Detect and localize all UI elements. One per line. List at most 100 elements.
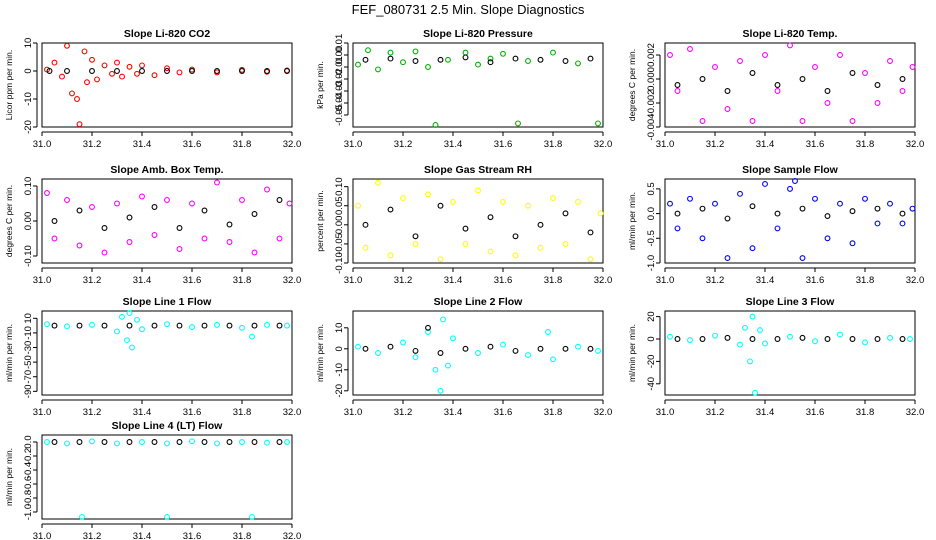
y-tick-label: -1.0 — [23, 504, 34, 520]
average-point — [799, 205, 806, 212]
x-tick-label: 31.2 — [83, 139, 102, 150]
x-tick-label: 32.0 — [906, 139, 925, 150]
average-point — [587, 55, 594, 62]
sample-point — [545, 329, 551, 335]
sample-point — [824, 100, 831, 106]
y-tick-label: -0.10 — [23, 245, 34, 267]
y-tick-label: 0.000 — [646, 67, 657, 91]
x-tick-label: 31.6 — [494, 139, 513, 150]
sample-point — [525, 352, 531, 359]
x-tick-label: 31.0 — [33, 407, 52, 418]
x-tick-label: 31.2 — [83, 407, 102, 418]
chart-panel: Slope Amb. Box Temp. 31.0 31.2 31.4 31.6 31.8… — [4, 164, 301, 286]
sample-point — [787, 333, 793, 340]
x-tick-label: 32.0 — [594, 275, 613, 286]
sample-point — [899, 220, 906, 227]
average-point — [774, 336, 781, 342]
average-point — [362, 56, 369, 63]
average-point — [699, 205, 706, 212]
sample-point — [76, 121, 83, 128]
sample-point — [737, 190, 743, 197]
sample-point — [76, 242, 83, 249]
plot-frame — [41, 310, 293, 396]
x-tick-label: 31.0 — [656, 407, 675, 418]
sample-point — [812, 64, 818, 70]
x-tick-label: 32.0 — [906, 275, 925, 286]
sample-point — [724, 106, 731, 112]
average-point — [201, 439, 208, 445]
sample-point — [752, 389, 758, 396]
y-tick-label: -0.8 — [23, 490, 34, 506]
average-point — [799, 76, 806, 82]
y-axis-label: ml/min per min. — [627, 192, 637, 250]
x-tick-label: 31.4 — [444, 407, 463, 418]
sample-point — [674, 88, 681, 94]
average-point — [674, 336, 681, 342]
sample-point — [425, 329, 431, 335]
sample-point — [44, 439, 50, 445]
plot-frame — [664, 42, 916, 128]
sample-point — [500, 341, 506, 348]
chart-panel: Slope Sample Flow 31.0 31.2 31.4 31.6 31.8 32.… — [627, 164, 924, 286]
y-tick-label: 10 — [23, 38, 34, 49]
sample-point — [749, 118, 756, 124]
sample-point — [412, 48, 419, 55]
average-point — [824, 336, 831, 342]
x-tick-label: 31.8 — [856, 139, 875, 150]
average-point — [462, 345, 469, 352]
x-tick-label: 31.6 — [494, 407, 513, 418]
x-tick-label: 31.6 — [806, 407, 825, 418]
x-tick-label: 31.2 — [83, 531, 102, 540]
chart-title: Slope Li-820 CO2 — [124, 28, 211, 40]
sample-point — [437, 256, 444, 263]
sample-point — [201, 235, 208, 242]
sample-point — [51, 59, 58, 66]
average-point — [487, 214, 494, 221]
sample-point — [849, 240, 856, 247]
sample-point — [667, 333, 673, 340]
average-point — [512, 233, 519, 240]
sample-point — [400, 339, 406, 346]
average-point — [437, 56, 444, 63]
y-tick-label: 0 — [646, 336, 657, 341]
sample-point — [164, 65, 170, 72]
sample-point — [909, 205, 916, 212]
chart-title: Slope Li-820 Temp. — [743, 28, 838, 40]
average-point — [462, 54, 469, 61]
average-point — [824, 88, 831, 94]
x-tick-label: 31.0 — [344, 275, 363, 286]
sample-point — [787, 42, 793, 49]
sample-point — [749, 245, 756, 252]
average-point — [176, 225, 183, 231]
sample-point — [907, 336, 913, 342]
chart-panel: Slope Li-820 Temp. 31.0 31.2 31.4 31.6 31.8 32… — [627, 28, 924, 150]
chart-panel: Slope Line 1 Flow 31.0 31.2 31.4 31.6 31.8 32.… — [4, 296, 301, 418]
sample-point — [51, 235, 58, 242]
sample-point — [74, 96, 80, 102]
chart-title: Slope Line 4 (LT) Flow — [112, 420, 223, 432]
average-point — [537, 345, 544, 352]
sample-point — [214, 321, 220, 328]
average-point — [412, 233, 419, 240]
sample-point — [164, 197, 170, 203]
y-tick-label: -0.5 — [646, 230, 657, 246]
sample-point — [114, 59, 120, 66]
chart-panel: Slope Li-820 CO2 31.0 31.2 31.4 31.6 31.8 32.0… — [4, 28, 301, 150]
sample-point — [119, 313, 125, 320]
average-point — [699, 336, 706, 342]
sample-point — [176, 246, 183, 252]
x-tick-label: 32.0 — [906, 407, 925, 418]
sample-point — [79, 513, 85, 520]
x-tick-label: 31.0 — [344, 407, 363, 418]
sample-point — [139, 439, 145, 445]
x-tick-label: 31.6 — [183, 407, 202, 418]
sample-point — [239, 324, 245, 331]
sample-point — [239, 197, 245, 203]
sample-point — [874, 100, 881, 106]
sample-point — [412, 240, 419, 247]
plot-frame — [41, 178, 293, 264]
sample-point — [899, 88, 906, 94]
average-point — [101, 225, 108, 231]
average-point — [276, 197, 283, 203]
sample-point — [475, 187, 481, 194]
